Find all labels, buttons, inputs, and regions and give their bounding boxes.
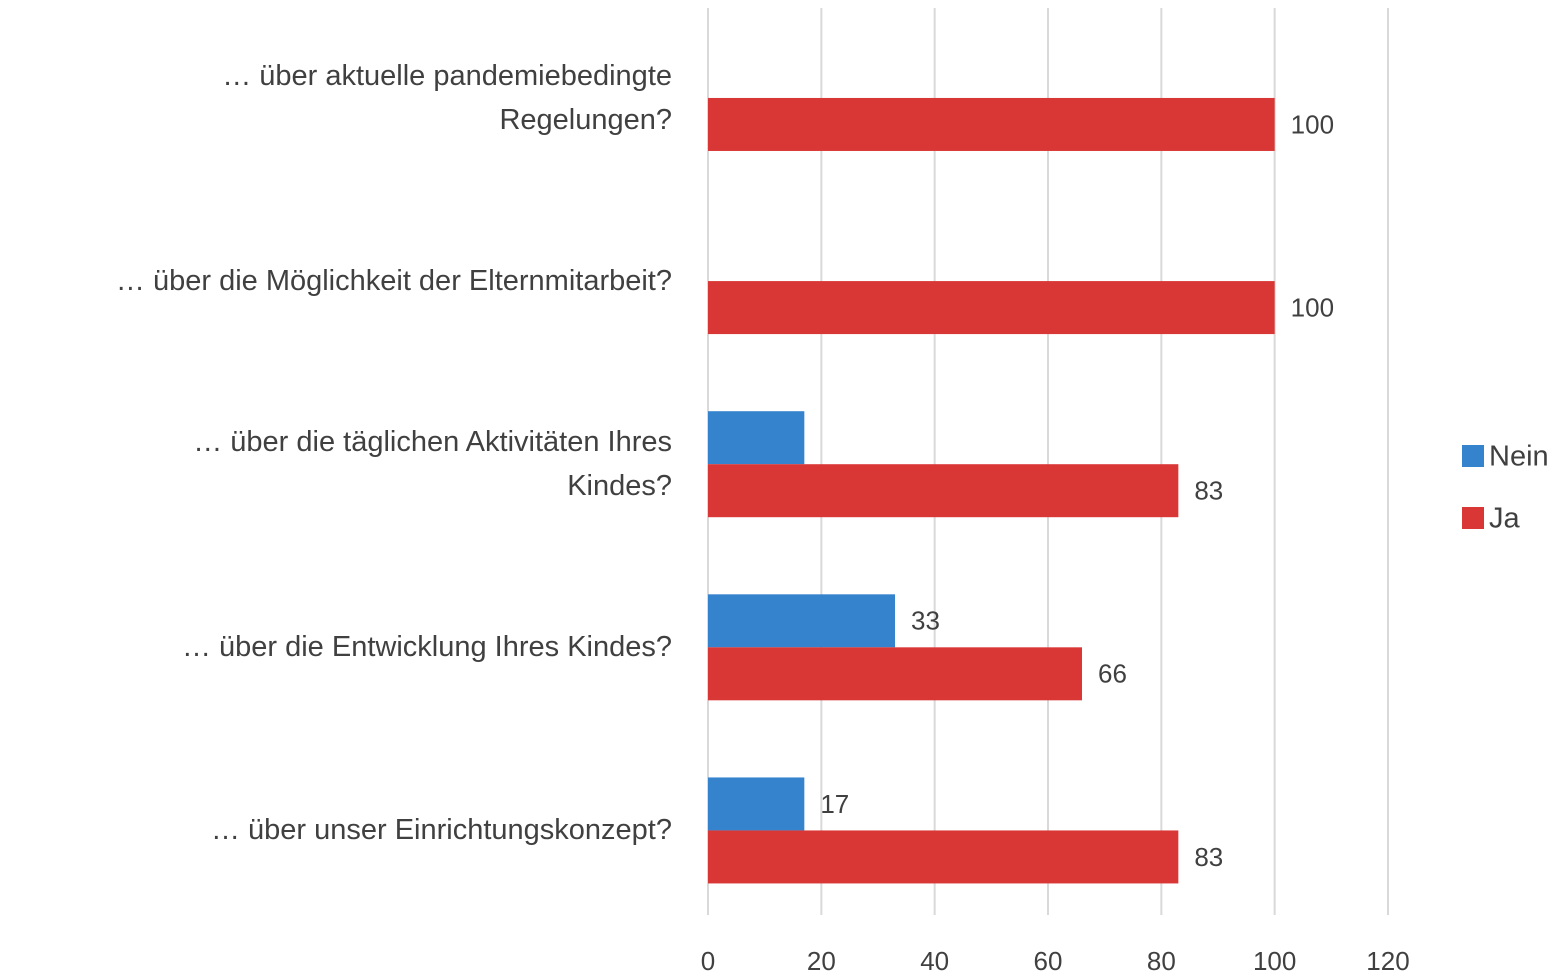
bar: [708, 411, 805, 465]
legend-swatch: [1462, 445, 1484, 467]
bar: [708, 647, 1082, 701]
x-tick-label: 80: [1147, 946, 1176, 975]
x-tick-label: 0: [701, 946, 715, 975]
category-label: … über unser Einrichtungskonzept?: [210, 814, 672, 847]
data-label: 100: [1291, 109, 1334, 139]
data-label: 17: [820, 789, 849, 819]
bar: [708, 281, 1275, 335]
data-label: 83: [1194, 476, 1223, 506]
bar: [708, 464, 1179, 518]
bar: [708, 830, 1179, 884]
data-label: 100: [1291, 292, 1334, 322]
bar: [708, 97, 1275, 151]
category-label: … über die Möglichkeit der Elternmitarbe…: [115, 265, 672, 298]
category-label: … über die täglichen Aktivitäten Ihres K…: [193, 426, 672, 503]
x-tick-label: 100: [1253, 946, 1296, 975]
legend-swatch: [1462, 507, 1484, 529]
bar: [708, 777, 805, 831]
x-tick-label: 120: [1366, 946, 1409, 975]
legend-label: Ja: [1489, 503, 1521, 535]
data-label: 33: [911, 606, 940, 636]
x-tick-label: 60: [1034, 946, 1063, 975]
legend-label: Nein: [1489, 441, 1549, 473]
category-label: … über die Entwicklung Ihres Kindes?: [181, 631, 672, 664]
data-label: 66: [1098, 659, 1127, 689]
category-label: … über aktuelle pandemiebedingte Regelun…: [222, 59, 672, 136]
x-tick-label: 40: [920, 946, 949, 975]
x-tick-label: 20: [807, 946, 836, 975]
bar: [708, 594, 895, 648]
data-label: 83: [1194, 842, 1223, 872]
